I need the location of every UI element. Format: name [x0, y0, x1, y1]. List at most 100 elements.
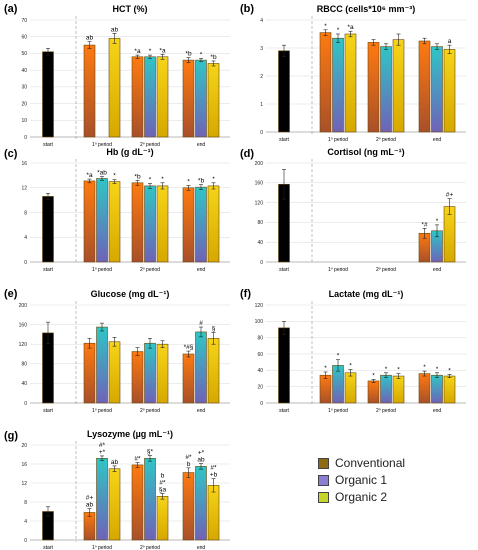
significance-label: *: [423, 364, 426, 371]
significance-label: ab: [197, 457, 205, 464]
significance-label: #+: [86, 495, 94, 502]
bar: [108, 38, 121, 138]
bar: [131, 182, 144, 263]
significance-label: *: [149, 48, 152, 55]
significance-label: #*: [159, 479, 166, 486]
bar: [131, 351, 144, 404]
x-tick-label: 2º period: [376, 137, 396, 143]
significance-label: #+: [446, 192, 454, 199]
y-tick-label: 0: [24, 538, 27, 544]
significance-label: #: [199, 320, 203, 327]
x-tick-label: 1º period: [92, 545, 112, 550]
significance-label: *: [349, 363, 352, 370]
x-tick-label: start: [43, 408, 53, 414]
x-tick-label: start: [279, 267, 289, 273]
y-tick-label: 120: [255, 303, 264, 309]
significance-label: +*: [99, 449, 106, 456]
significance-label: *: [200, 51, 203, 58]
bar: [344, 33, 357, 133]
chart-title: Glucose (mg dL⁻¹): [91, 289, 170, 299]
significance-label: ab: [86, 35, 94, 42]
y-tick-label: 16: [21, 462, 27, 468]
significance-label: *#§: [184, 344, 194, 351]
bar: [144, 56, 156, 138]
panel-label: (f): [240, 288, 251, 300]
x-tick-label: start: [43, 267, 53, 273]
y-tick-label: 20: [257, 384, 263, 390]
y-tick-label: 16: [21, 161, 27, 167]
bar: [392, 39, 405, 133]
significance-label: *#: [421, 221, 428, 228]
bar: [83, 180, 96, 263]
bar: [195, 466, 207, 541]
chart-panel-a: (a) HCT (%) 0 10 20 30 40 50 60 70 start 1º period 2…: [4, 3, 230, 148]
significance-label: ab: [86, 502, 94, 509]
y-tick-label: 4: [260, 18, 263, 24]
x-tick-label: 2º period: [376, 408, 396, 414]
x-tick-label: 2º period: [376, 267, 396, 273]
bar: [195, 186, 207, 263]
bar: [83, 44, 96, 138]
bar: [182, 472, 195, 541]
significance-label: *a: [134, 48, 141, 55]
chart-panel-c: (c) Hb (g dL⁻¹) 0 4 8 12 16 start 1º period 2º pe…: [4, 147, 230, 273]
significance-label: *: [113, 173, 116, 180]
y-tick-label: 20: [21, 443, 27, 449]
y-tick-label: 8: [24, 500, 27, 506]
significance-label: §*: [147, 448, 154, 455]
bar: [96, 457, 108, 541]
bar: [332, 37, 344, 133]
bar-start: [42, 196, 54, 263]
bar: [443, 375, 456, 404]
legend-swatch-organic-1: [318, 474, 329, 486]
x-tick-label: 1º period: [328, 137, 348, 143]
y-tick-label: 60: [21, 35, 27, 41]
bar: [144, 342, 156, 404]
bar: [108, 468, 121, 541]
bar: [207, 63, 220, 138]
bar: [182, 353, 195, 404]
bar: [443, 206, 456, 263]
bar: [108, 181, 121, 263]
significance-label: *b: [134, 173, 141, 180]
y-tick-label: 40: [21, 381, 27, 387]
panel-label: (e): [4, 288, 18, 300]
significance-label: +*: [198, 450, 205, 457]
y-tick-label: 120: [19, 342, 28, 348]
panel-label: (d): [240, 148, 254, 160]
significance-label: *: [187, 178, 190, 185]
significance-label: +b: [210, 472, 218, 479]
y-tick-label: 4: [24, 519, 27, 525]
bar: [131, 56, 144, 138]
x-tick-label: 1º period: [328, 267, 348, 273]
significance-label: ab: [111, 459, 119, 466]
y-tick-label: 2: [260, 74, 263, 80]
significance-label: #*: [99, 442, 106, 449]
bar: [131, 464, 144, 541]
x-tick-label: 1º period: [92, 408, 112, 414]
bar: [443, 49, 456, 133]
bar: [207, 185, 220, 263]
bar: [156, 343, 169, 404]
bar: [144, 185, 156, 263]
y-tick-label: 160: [19, 322, 28, 328]
chart-title: Lactate (mg dL⁻¹): [329, 289, 404, 299]
x-tick-label: start: [43, 142, 53, 148]
x-tick-label: 1º period: [92, 142, 112, 148]
significance-label: b: [161, 472, 165, 479]
x-tick-label: 2º period: [140, 142, 160, 148]
y-tick-label: 50: [21, 51, 27, 57]
x-tick-label: 2º period: [140, 545, 160, 550]
bar-start: [278, 50, 290, 133]
y-tick-label: 30: [21, 85, 27, 91]
significance-label: *: [372, 372, 375, 379]
chart-title: HCT (%): [113, 4, 148, 14]
significance-label: *ab: [97, 170, 107, 177]
bar-start: [42, 51, 54, 138]
panel-label: (b): [240, 3, 254, 15]
bar: [344, 372, 357, 404]
bar: [431, 374, 443, 404]
bar: [431, 46, 443, 133]
panel-label: (a): [4, 3, 18, 15]
